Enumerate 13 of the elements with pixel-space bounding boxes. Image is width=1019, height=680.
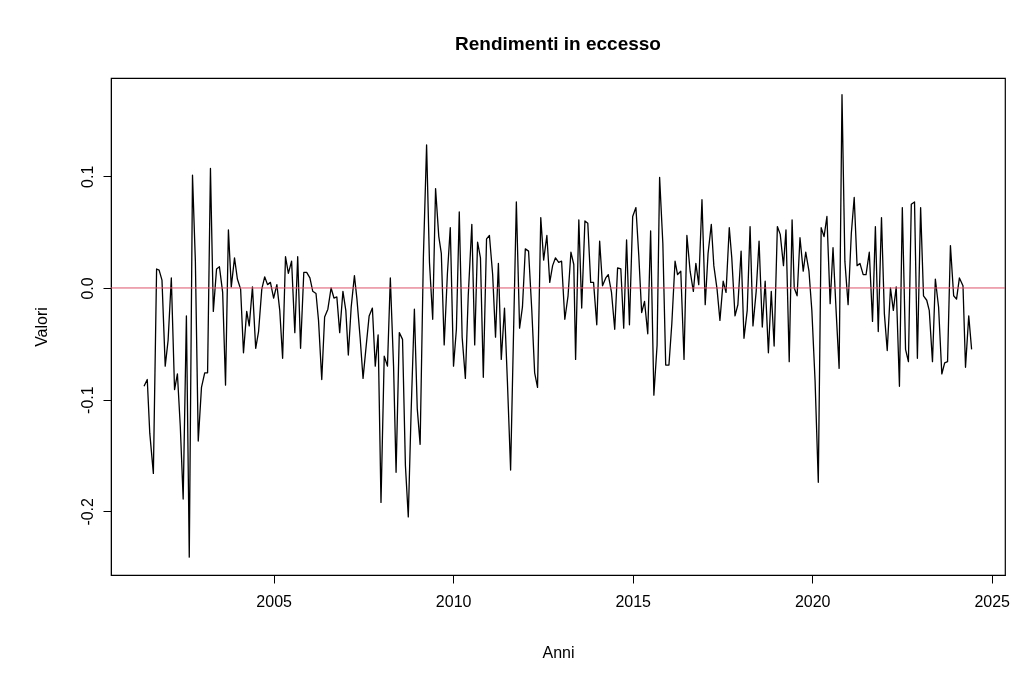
x-tick-label: 2020 — [794, 592, 831, 610]
y-tick-label: 0.0 — [78, 277, 96, 300]
x-tick-label: 2015 — [615, 592, 652, 610]
x-tick-label: 2010 — [435, 592, 472, 610]
line-series — [143, 94, 973, 558]
y-tick-label: -0.1 — [78, 386, 96, 414]
x-axis-title: Anni — [542, 643, 575, 661]
x-tick-label: 2025 — [974, 592, 1011, 610]
y-axis-title: Valori — [32, 307, 50, 347]
chart-title: Rendimenti in eccesso — [455, 33, 661, 54]
x-tick-label: 2005 — [256, 592, 293, 610]
y-tick-label: 0.1 — [78, 165, 96, 188]
y-tick-label: -0.2 — [78, 497, 96, 526]
